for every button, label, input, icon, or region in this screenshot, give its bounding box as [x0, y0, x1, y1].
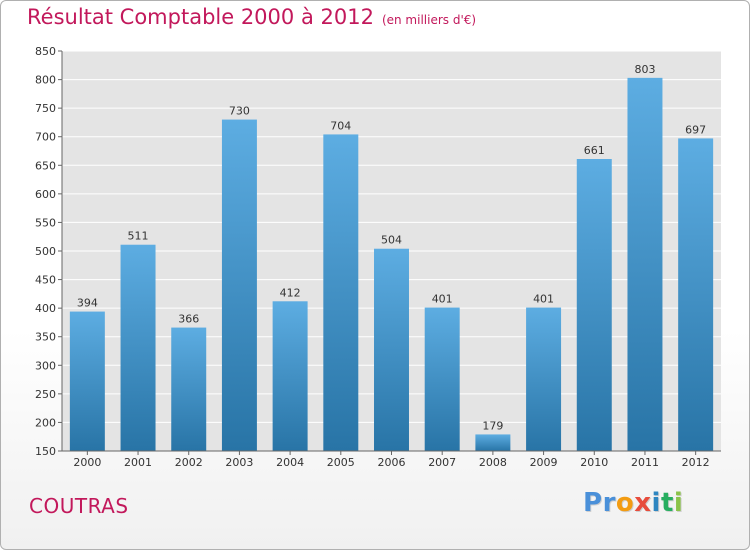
y-tick-label: 700 [35, 131, 56, 144]
bar-2011 [627, 77, 663, 451]
bar-2010 [576, 159, 612, 451]
y-axis-ticks: 150 200 250 300 350 400 450 500 550 600 650 700 750 8… [35, 45, 63, 458]
y-tick-label: 300 [35, 359, 56, 372]
x-tick-label-2005: 2005 [327, 456, 355, 469]
bars [69, 77, 714, 452]
y-tick-label: 450 [35, 274, 56, 287]
x-tick-label-2008: 2008 [479, 456, 507, 469]
brand-letter: i [673, 488, 684, 518]
chart-subtitle: (en milliers d'€) [381, 13, 477, 27]
value-label-2007: 401 [432, 293, 453, 306]
value-label-2012: 697 [685, 123, 706, 136]
x-tick-label-2007: 2007 [428, 456, 456, 469]
x-tick-label-2011: 2011 [631, 456, 659, 469]
bar-2007 [424, 307, 460, 451]
value-label-2003: 730 [229, 105, 250, 118]
y-tick-label: 650 [35, 159, 56, 172]
x-tick-label-2003: 2003 [225, 456, 253, 469]
bar-2005 [323, 134, 359, 451]
brand-letter: x [634, 488, 652, 518]
value-label-2002: 366 [178, 313, 199, 326]
brand-letter: t [660, 488, 674, 518]
x-tick-label-2004: 2004 [276, 456, 304, 469]
value-label-2004: 412 [280, 286, 301, 299]
chart-title-text: Résultat Comptable 2000 à 2012 [27, 5, 374, 29]
x-axis-ticks: 2000 2001 2002 2003 2004 2005 2006 2007 2008 2009… [62, 450, 721, 469]
bar-2004 [272, 301, 308, 451]
brand-letter: o [615, 488, 635, 518]
bar-2006 [374, 248, 409, 451]
bar-2008 [475, 434, 511, 451]
bar-2002 [171, 327, 207, 451]
brand-logo: Proxiti [583, 488, 683, 518]
x-tick-label-2001: 2001 [124, 456, 152, 469]
value-label-2006: 504 [381, 234, 402, 247]
value-label-2009: 401 [533, 293, 554, 306]
bar-2000 [69, 311, 105, 451]
y-tick-label: 750 [35, 102, 56, 115]
y-tick-label: 400 [35, 302, 56, 315]
bar-2009 [526, 307, 562, 451]
value-label-2005: 704 [330, 119, 351, 132]
value-label-2001: 511 [128, 230, 149, 243]
bar-2001 [120, 244, 156, 451]
bar-2012 [678, 138, 714, 451]
y-tick-label: 150 [35, 445, 56, 458]
y-tick-label: 200 [35, 416, 56, 429]
y-tick-label: 600 [35, 188, 56, 201]
brand-letter: i [651, 488, 661, 518]
bar-2003 [221, 119, 257, 452]
brand-letter: r [602, 488, 616, 518]
y-tick-label: 800 [35, 74, 56, 87]
x-tick-label-2006: 2006 [378, 456, 406, 469]
x-tick-label-2010: 2010 [580, 456, 608, 469]
value-label-2000: 394 [77, 297, 98, 310]
y-tick-label: 250 [35, 388, 56, 401]
y-tick-label: 550 [35, 216, 56, 229]
value-labels: 394 511 366 730 412 704 504 401 179 401 661 803 697 [77, 63, 706, 433]
value-label-2011: 803 [634, 63, 655, 76]
brand-letter: P [583, 488, 603, 518]
y-tick-label: 500 [35, 245, 56, 258]
x-tick-label-2009: 2009 [530, 456, 558, 469]
x-tick-label-2012: 2012 [682, 456, 710, 469]
y-tick-label: 350 [35, 331, 56, 344]
x-tick-label-2000: 2000 [73, 456, 101, 469]
x-tick-label-2002: 2002 [175, 456, 203, 469]
value-label-2010: 661 [584, 144, 605, 157]
town-name: COUTRAS [29, 494, 129, 518]
y-tick-label: 850 [35, 45, 56, 58]
chart-title: Résultat Comptable 2000 à 2012 (en millie… [27, 5, 476, 29]
value-label-2008: 179 [482, 419, 503, 432]
